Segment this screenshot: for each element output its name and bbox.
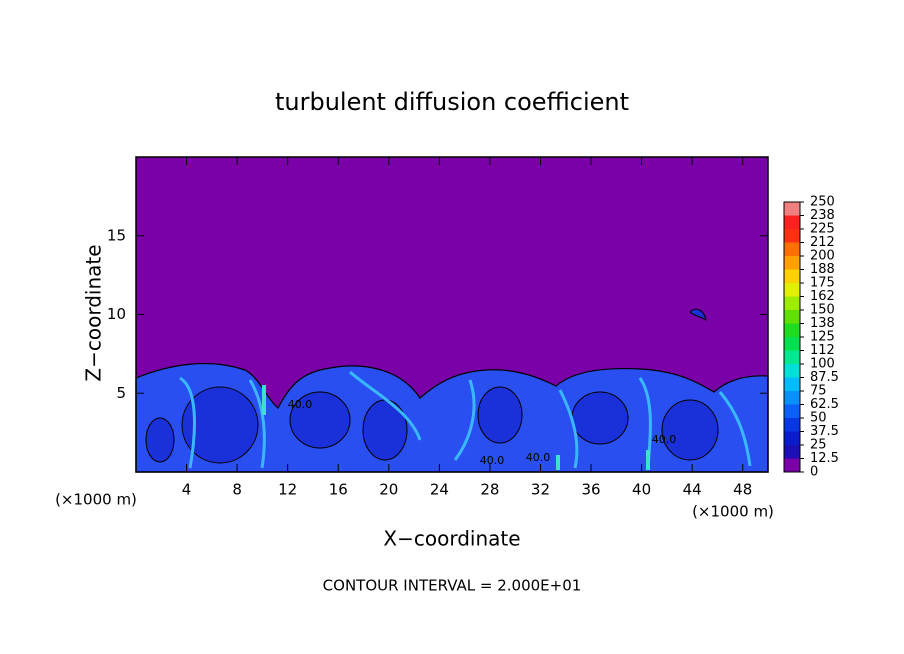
field (135, 157, 769, 473)
colorbar-bin (784, 377, 800, 391)
colorbar-bin (784, 431, 800, 445)
dark-regions (145, 308, 719, 464)
colorbar-label: 188 (810, 262, 835, 277)
colorbar-label: 0 (810, 465, 818, 480)
x-tick-label: 24 (430, 481, 449, 499)
peak-spots (262, 385, 650, 470)
y-tick-label: 10 (107, 305, 126, 323)
colorbar-bin (784, 404, 800, 418)
contour-interval-note: CONTOUR INTERVAL = 2.000E+01 (323, 577, 582, 595)
colorbar-label: 100 (810, 357, 835, 372)
colorbar-bin (784, 310, 800, 324)
x-tick-label: 28 (480, 481, 499, 499)
contour-label: 40.0 (288, 398, 313, 411)
colorbar-bin (784, 337, 800, 351)
colorbar-bin (784, 418, 800, 432)
colorbar-label: 138 (810, 316, 835, 331)
colorbar-label: 162 (810, 289, 835, 304)
colorbar-bin (784, 256, 800, 270)
colorbar-label: 12.5 (810, 451, 839, 466)
colorbar-label: 175 (810, 276, 835, 291)
x-tick-label: 8 (232, 481, 242, 499)
colorbar-bin (784, 458, 800, 472)
x-tick-label: 36 (581, 481, 600, 499)
x-tick-label: 40 (632, 481, 651, 499)
contour-label: 40.0 (652, 433, 677, 446)
colorbar-label: 200 (810, 249, 835, 264)
colorbar-bin (784, 215, 800, 229)
chart-title: turbulent diffusion coefficient (275, 88, 629, 116)
contour-label: 40.0 (526, 451, 551, 464)
colorbar-label: 238 (810, 208, 835, 223)
colorbar-label: 25 (810, 438, 827, 453)
colorbar-bin (784, 242, 800, 256)
colorbar-label: 112 (810, 343, 835, 358)
y-unit-label: (×1000 m) (55, 491, 137, 509)
colorbar-bin (784, 445, 800, 459)
x-tick-label: 32 (531, 481, 550, 499)
turbulent-layer (135, 362, 769, 473)
y-tick-label: 15 (107, 226, 126, 244)
colorbar-bin (784, 283, 800, 297)
colorbar-label: 212 (810, 235, 835, 250)
colorbar-bin (784, 202, 800, 216)
colorbar-label: 50 (810, 411, 827, 426)
colorbar-bin (784, 323, 800, 337)
colorbar-label: 250 (810, 195, 835, 210)
x-tick-label: 48 (733, 481, 752, 499)
colorbar-label: 62.5 (810, 397, 839, 412)
colorbar-bin (784, 350, 800, 364)
colorbar-label: 87.5 (810, 370, 839, 385)
colorbar-label: 37.5 (810, 424, 839, 439)
x-axis-label: X−coordinate (383, 527, 520, 551)
x-unit-label: (×1000 m) (692, 503, 774, 521)
colorbar-bin (784, 364, 800, 378)
x-tick-label: 4 (182, 481, 192, 499)
colorbar-bin (784, 269, 800, 283)
colorbar-label: 225 (810, 222, 835, 237)
y-axis-label: Z−coordinate (82, 244, 106, 381)
colorbar-label: 125 (810, 330, 835, 345)
colorbar-bin (784, 229, 800, 243)
colorbar-label: 75 (810, 384, 827, 399)
contour-label: 40.0 (480, 454, 505, 467)
x-tick-label: 44 (683, 481, 702, 499)
x-tick-label: 20 (379, 481, 398, 499)
x-tick-label: 16 (329, 481, 348, 499)
colorbar-bin (784, 391, 800, 405)
colorbar-bin (784, 296, 800, 310)
x-tick-label: 12 (278, 481, 297, 499)
y-tick-label: 5 (116, 384, 126, 402)
colorbar-label: 150 (810, 303, 835, 318)
